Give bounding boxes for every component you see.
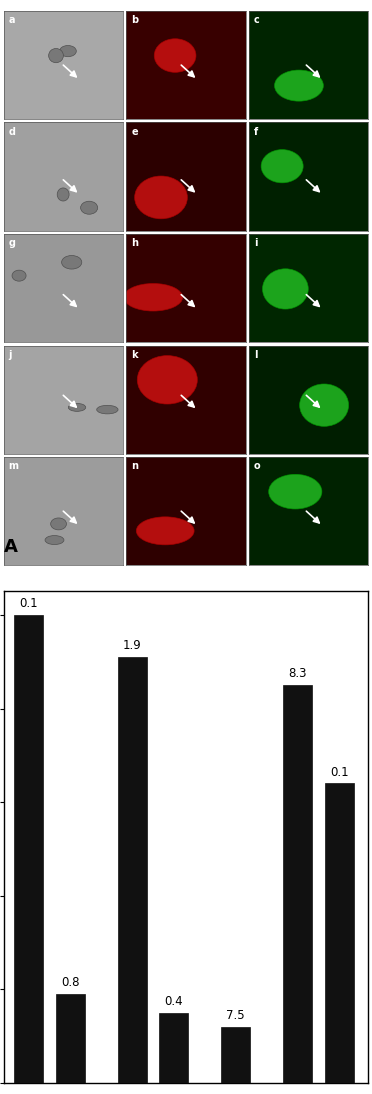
Text: m: m [9, 462, 19, 472]
Bar [283, 685, 312, 1083]
Ellipse shape [68, 404, 86, 411]
Text: 1.9: 1.9 [123, 639, 141, 652]
Ellipse shape [60, 46, 76, 57]
Ellipse shape [45, 536, 64, 545]
Text: 0.4: 0.4 [164, 996, 183, 1009]
Text: k: k [131, 350, 138, 360]
Ellipse shape [261, 150, 303, 183]
Text: g: g [9, 238, 16, 248]
Ellipse shape [269, 475, 322, 509]
Text: 7.5: 7.5 [227, 1009, 245, 1022]
Ellipse shape [51, 517, 67, 529]
Bar [221, 1027, 250, 1083]
Ellipse shape [124, 283, 183, 311]
Text: j: j [9, 350, 12, 360]
Bar [159, 1013, 188, 1083]
Text: A: A [4, 538, 17, 556]
Ellipse shape [135, 176, 187, 219]
Bar [14, 615, 43, 1083]
Text: 8.3: 8.3 [289, 667, 307, 680]
Ellipse shape [154, 38, 196, 72]
Ellipse shape [137, 356, 197, 404]
Text: 0.1: 0.1 [330, 766, 349, 779]
Text: h: h [131, 238, 138, 248]
Text: o: o [254, 462, 260, 472]
Text: e: e [131, 127, 138, 137]
Text: d: d [9, 127, 16, 137]
Text: f: f [254, 127, 258, 137]
Bar [325, 783, 354, 1083]
Text: c: c [254, 15, 260, 25]
Ellipse shape [97, 406, 118, 414]
Ellipse shape [300, 384, 349, 427]
Bar [118, 657, 147, 1083]
Text: l: l [254, 350, 257, 360]
Ellipse shape [136, 516, 194, 545]
Text: i: i [254, 238, 257, 248]
Ellipse shape [49, 48, 63, 62]
Ellipse shape [57, 188, 69, 201]
Ellipse shape [12, 270, 26, 281]
Ellipse shape [263, 269, 308, 309]
Text: b: b [131, 15, 138, 25]
Ellipse shape [62, 256, 82, 269]
Text: 0.1: 0.1 [19, 597, 38, 610]
Ellipse shape [81, 201, 98, 214]
Bar [55, 994, 84, 1083]
Text: 0.8: 0.8 [61, 977, 79, 989]
Text: n: n [131, 462, 138, 472]
Text: a: a [9, 15, 15, 25]
Ellipse shape [275, 70, 323, 101]
